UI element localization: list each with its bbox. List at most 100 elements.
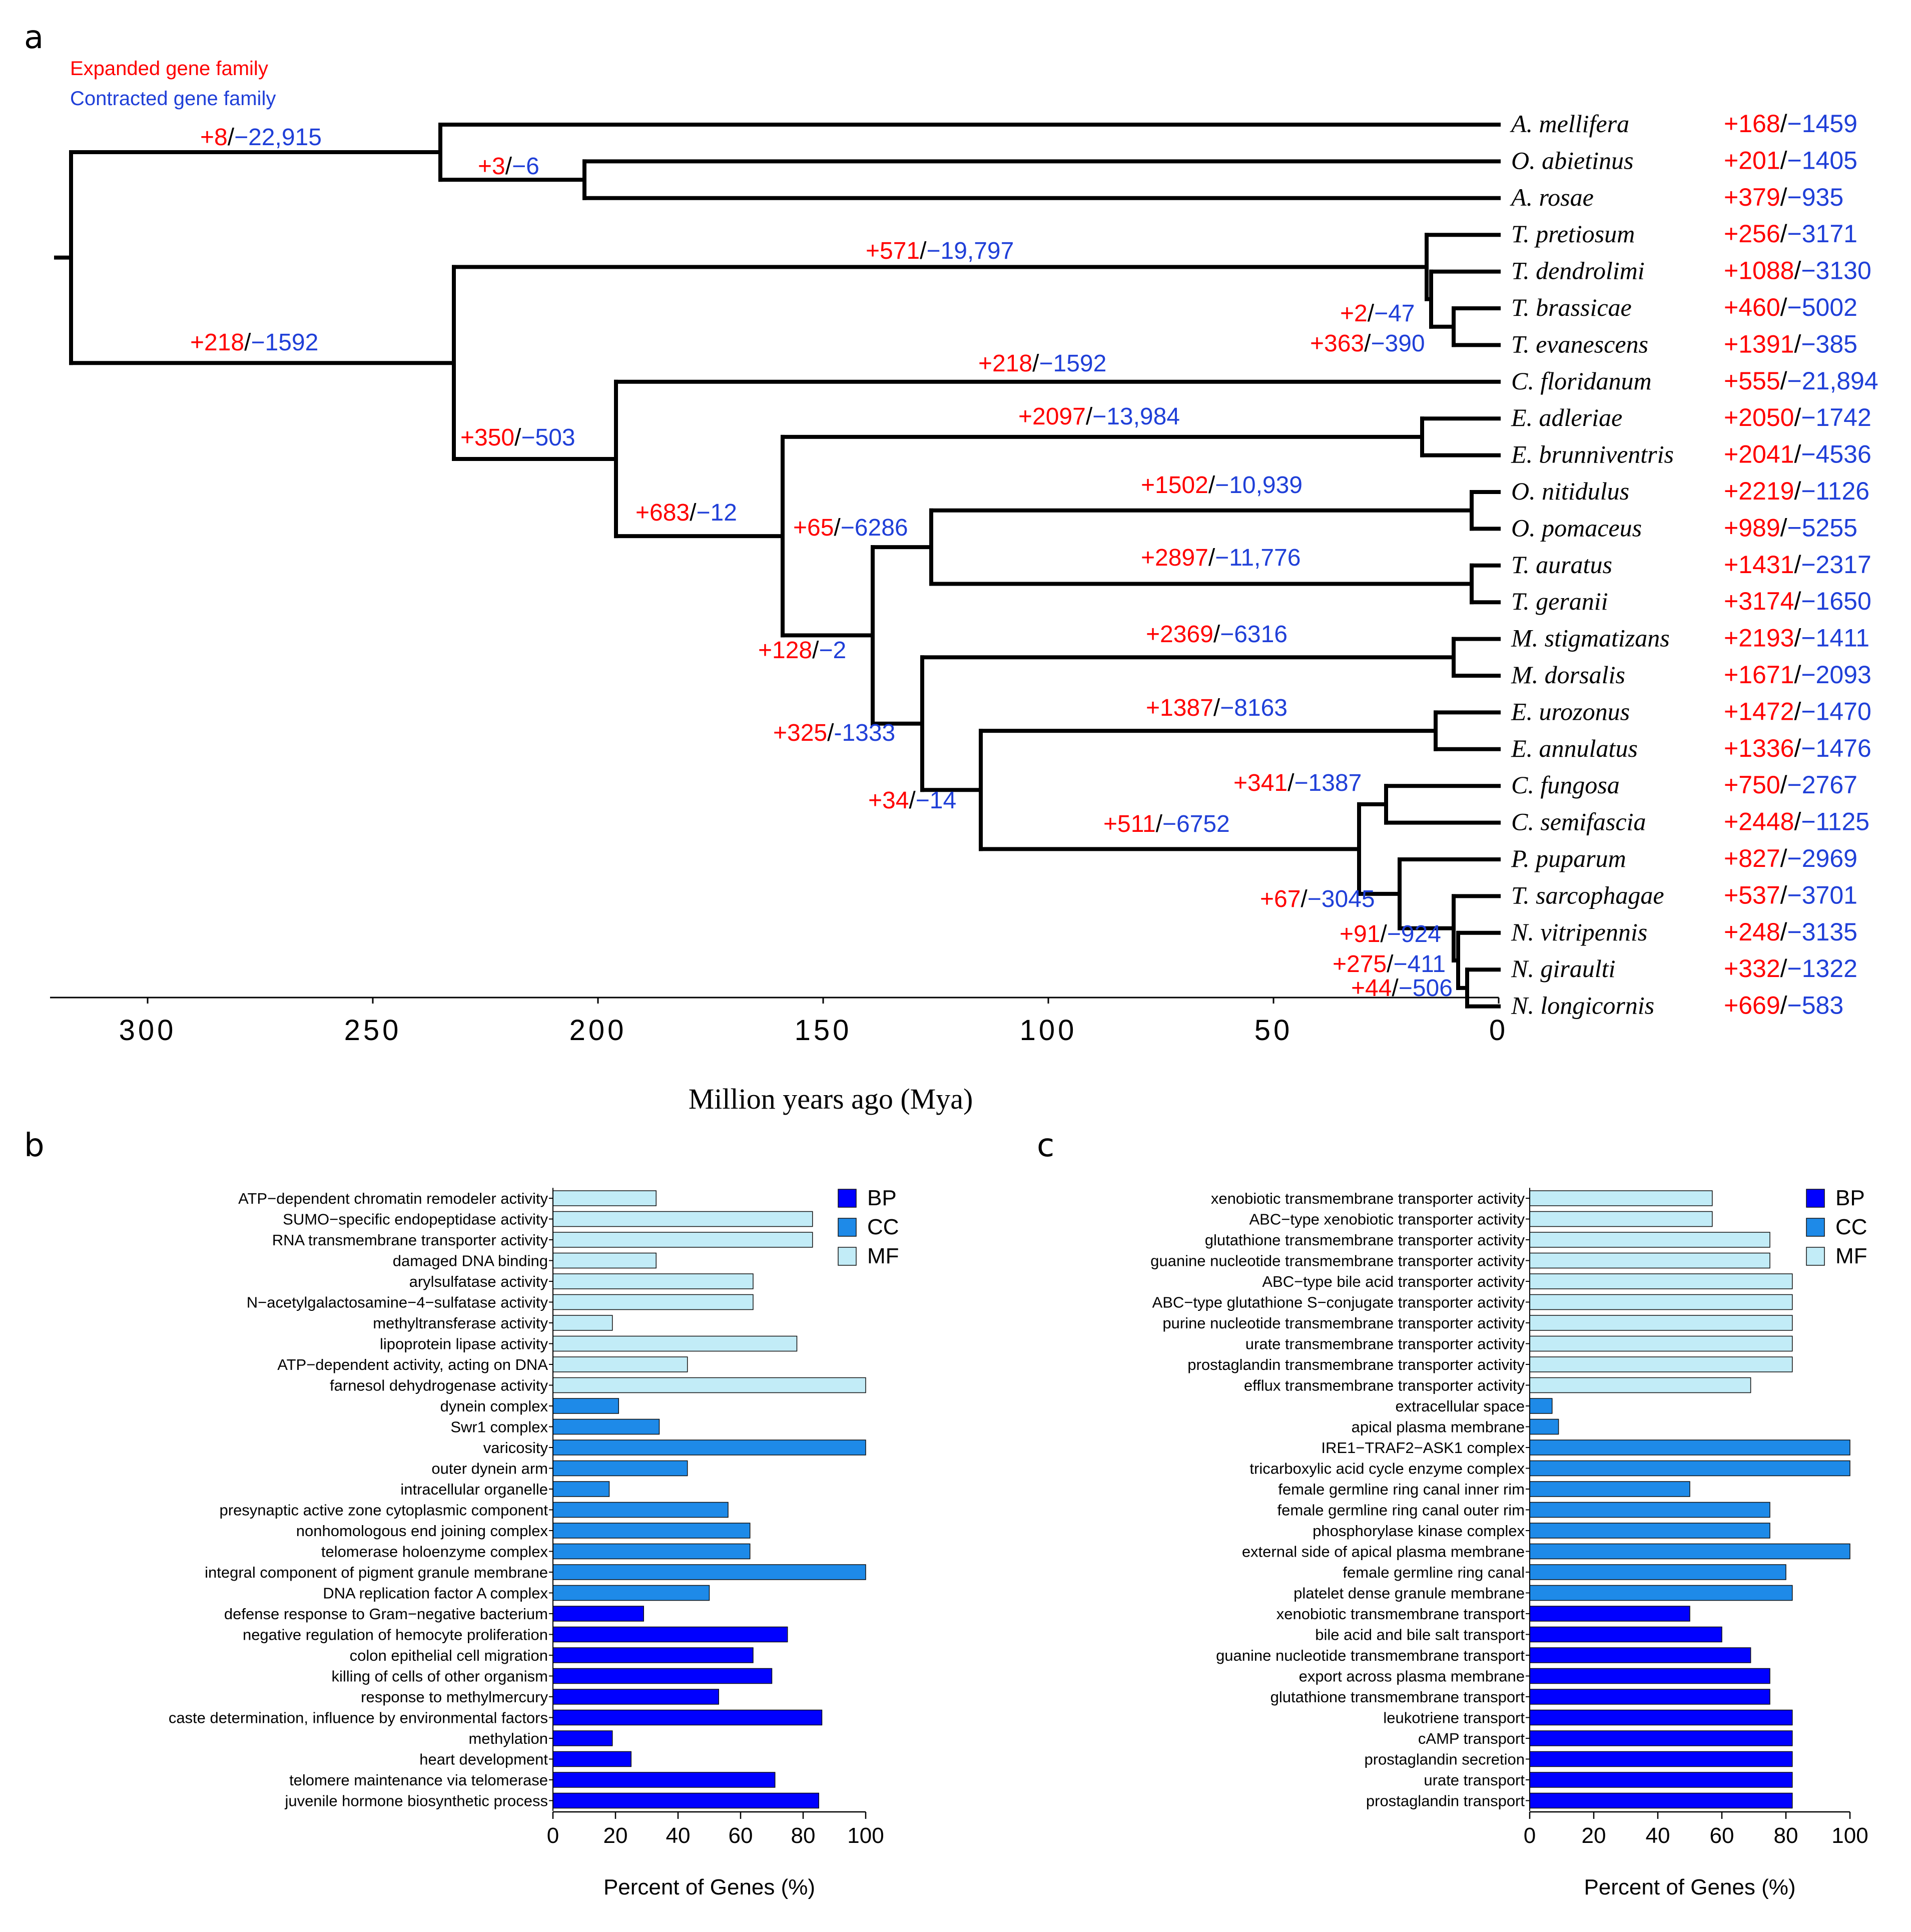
tip-count: +256/−3171 [1724, 220, 1857, 248]
panel-c-category-label: efflux transmembrane transporter activit… [1244, 1377, 1525, 1394]
taxon-label: T. auratus [1511, 551, 1612, 579]
time-axis-tick-label: 100 [1020, 1014, 1077, 1047]
branch-annotation: +341/−1387 [1233, 770, 1362, 796]
taxon-label: O. pomaceus [1511, 514, 1642, 542]
panel-b-category-label: killing of cells of other organism [332, 1668, 548, 1685]
panel-b-bar [552, 1481, 610, 1497]
panel-b-bar [552, 1418, 660, 1435]
panel-b-bar [552, 1689, 719, 1705]
panel-b-category-label: varicosity [483, 1439, 548, 1457]
branch-annotation: +65/−6286 [793, 515, 908, 541]
panel-c-category-label: ABC−type xenobiotic transporter activity [1249, 1211, 1525, 1228]
tip-count: +2193/−1411 [1724, 624, 1869, 652]
panel-b-category-label: negative regulation of hemocyte prolifer… [243, 1626, 548, 1644]
panel-b-bar [552, 1315, 613, 1331]
tip-count: +332/−1322 [1724, 954, 1857, 983]
branch-annotation: +8/−22,915 [200, 124, 322, 151]
panel-c-bar [1529, 1585, 1793, 1601]
tip-count: +2050/−1742 [1724, 403, 1871, 431]
panel-b-bar [552, 1647, 754, 1663]
panel-c-bar [1529, 1211, 1713, 1227]
panel-b-category-label: DNA replication factor A complex [323, 1585, 548, 1602]
panel-b-category-label: farnesol dehydrogenase activity [330, 1377, 548, 1394]
panel-b-category-label: outer dynein arm [431, 1460, 548, 1478]
branch-annotation: +275/−411 [1333, 951, 1446, 978]
taxon-label: M. dorsalis [1511, 661, 1625, 689]
tip-count: +379/−935 [1724, 183, 1843, 211]
panel-c-bar [1529, 1315, 1793, 1331]
panel-letter-a: a [24, 19, 44, 56]
taxon-label: E. adleriae [1511, 403, 1622, 431]
panel-b-bar [552, 1730, 613, 1746]
time-axis-tick-label: 200 [569, 1014, 627, 1047]
panel-b-x-axis-label: Percent of Genes (%) [603, 1875, 815, 1899]
taxon-label: N. giraulti [1511, 954, 1615, 983]
panel-b-category-label: methylation [468, 1730, 548, 1747]
taxon-label: O. nitidulus [1511, 477, 1629, 505]
panel-b-bar [552, 1252, 657, 1269]
branch-annotation: +1502/−10,939 [1141, 472, 1303, 499]
panel-b-category-label: response to methylmercury [361, 1688, 548, 1706]
panel-c-bar [1529, 1335, 1793, 1352]
panel-c-category-label: glutathione transmembrane transporter ac… [1205, 1231, 1525, 1249]
taxon-label: E. brunniventris [1511, 440, 1674, 468]
panel-c-x-tick-label: 40 [1646, 1823, 1670, 1848]
panel-b-bar [552, 1294, 754, 1310]
legend-contracted: Contracted gene family [70, 88, 276, 110]
panel-c-bar [1529, 1606, 1690, 1622]
panel-b-category-label: methyltransferase activity [373, 1314, 548, 1332]
panel-b-bar [552, 1606, 644, 1622]
panel-c-bar [1529, 1523, 1770, 1539]
go-bar-chart-b: ATP−dependent chromatin remodeler activi… [169, 1186, 899, 1899]
panel-c-x-tick-label: 20 [1582, 1823, 1606, 1848]
branch-annotation: +128/−2 [758, 637, 846, 664]
time-axis-tick-label: 300 [119, 1014, 177, 1047]
tip-count: +1088/−3130 [1724, 257, 1871, 285]
time-axis-tick-label: 150 [795, 1014, 852, 1047]
panel-c-bar [1529, 1689, 1770, 1705]
tip-count: +2041/−4536 [1724, 440, 1871, 468]
panel-b-bar [552, 1460, 688, 1477]
branch-annotation: +2369/−6316 [1146, 621, 1288, 648]
panel-b-bar [552, 1335, 798, 1352]
panel-c-legend-swatch [1806, 1247, 1825, 1266]
branch-annotation: +2/−47 [1340, 300, 1415, 327]
panel-b-legend-label: BP [867, 1186, 897, 1210]
panel-c-bar [1529, 1356, 1793, 1372]
branch-annotation: +350/−503 [460, 424, 575, 451]
panel-c-category-label: glutathione transmembrane transport [1270, 1688, 1525, 1706]
tip-count: +248/−3135 [1724, 918, 1857, 946]
taxon-label: T. pretiosum [1511, 220, 1635, 248]
panel-b-category-label: colon epithelial cell migration [350, 1647, 548, 1664]
panel-c-legend-label: BP [1835, 1186, 1865, 1210]
panel-b-legend-label: MF [867, 1244, 899, 1268]
branch-annotation: +67/−3045 [1260, 886, 1375, 912]
panel-c-bar [1529, 1439, 1850, 1456]
panel-b-legend-swatch [838, 1247, 857, 1266]
panel-b-legend-label: CC [867, 1215, 899, 1239]
panel-b-bar [552, 1564, 866, 1580]
tip-count: +827/−2969 [1724, 844, 1857, 872]
panel-c-category-label: purine nucleotide transmembrane transpor… [1162, 1314, 1525, 1332]
panel-c-bar [1529, 1190, 1713, 1206]
panel-c-bar [1529, 1647, 1751, 1663]
panel-c-category-label: female germline ring canal [1343, 1564, 1525, 1581]
tip-count: +2219/−1126 [1724, 477, 1869, 505]
panel-c-category-label: urate transport [1424, 1771, 1525, 1789]
panel-c-bar [1529, 1252, 1770, 1269]
panel-b-category-label: integral component of pigment granule me… [205, 1564, 548, 1581]
panel-c-x-axis-label: Percent of Genes (%) [1584, 1875, 1795, 1899]
panel-c-legend-label: CC [1835, 1215, 1867, 1239]
panel-c-category-label: extracellular space [1396, 1397, 1525, 1415]
panel-c-bar [1529, 1564, 1786, 1580]
panel-b-category-label: nonhomologous end joining complex [296, 1522, 548, 1540]
panel-c-category-label: cAMP transport [1418, 1730, 1525, 1747]
panel-c-category-label: prostaglandin transport [1366, 1792, 1525, 1810]
branch-annotation: +363/−390 [1310, 330, 1425, 357]
panel-letter-b: b [24, 1127, 45, 1164]
panel-c-category-label: female germline ring canal outer rim [1278, 1502, 1525, 1519]
panel-c-category-label: leukotriene transport [1383, 1709, 1525, 1727]
panel-b-bar [552, 1523, 751, 1539]
panel-c-category-label: female germline ring canal inner rim [1278, 1481, 1525, 1498]
panel-c-bar [1529, 1232, 1770, 1248]
